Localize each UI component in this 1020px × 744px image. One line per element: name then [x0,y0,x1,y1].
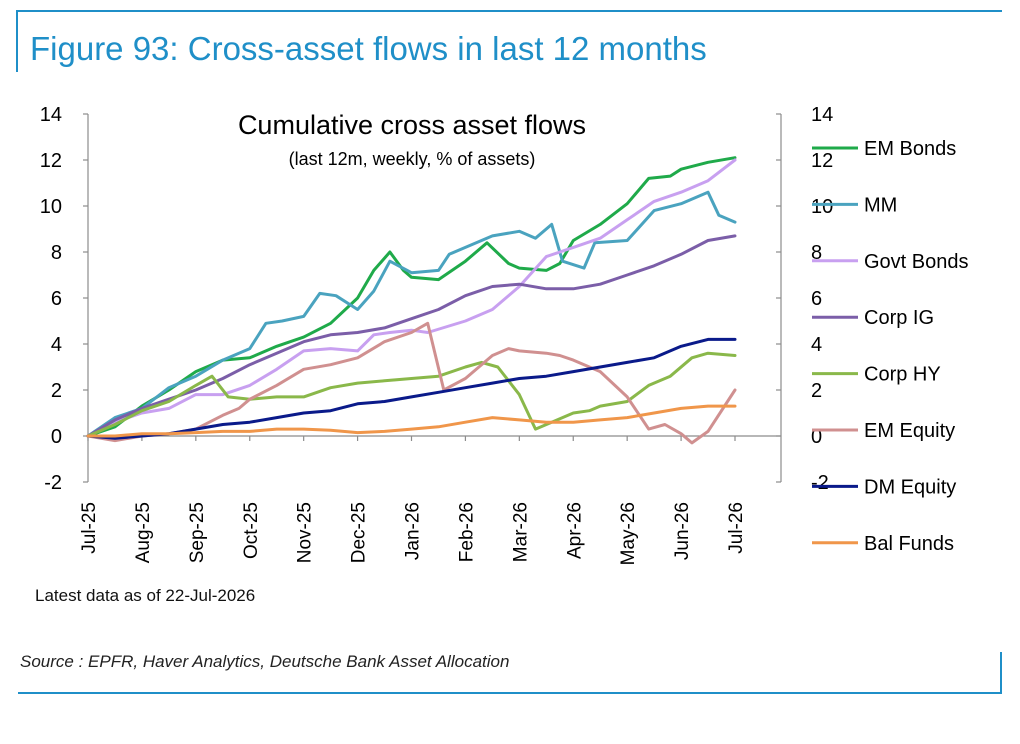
legend-label: DM Equity [864,476,956,498]
y-tick-label-left: 12 [40,150,62,172]
legend-label: EM Bonds [864,138,956,160]
y-tick-label-left: 6 [51,288,62,310]
series-line [86,351,737,438]
legend-label: Corp HY [864,364,941,386]
legend-label: EM Equity [864,420,955,442]
y-tick-label-right: 10 [811,196,833,218]
frame-bottom-rule [18,692,1002,694]
y-tick-label-left: 14 [40,104,62,126]
frame-left-rule [16,10,18,72]
y-tick-label-left: 0 [51,426,62,448]
plot-area [86,156,737,445]
y-tick-label-right: 0 [811,426,822,448]
y-tick-label-right: 14 [811,104,833,126]
x-tick-label: Feb-26 [456,502,477,562]
y-tick-label-right: 2 [811,380,822,402]
x-tick-label: Nov-25 [295,502,316,563]
legend: EM Bonds MM Govt Bonds Corp IG Corp HY EM Equ… [812,138,969,555]
legend-label: Corp IG [864,307,934,329]
legend-label: MM [864,194,897,216]
series-line [86,158,737,438]
axes-group: -2 -2 0 0 2 2 4 4 6 6 8 8 10 10 12 12 14 14 Jul-25 Aug-25 Se… [40,104,834,565]
series-line [86,337,737,440]
figure-title: Figure 93: Cross-asset flows in last 12 … [30,30,707,67]
x-tick-label: Oct-25 [241,502,262,559]
y-tick-label-left: 2 [51,380,62,402]
series-line [86,190,737,438]
y-tick-label-right: 4 [811,334,822,356]
x-tick-label: Apr-26 [564,502,585,559]
series-line [86,404,737,438]
y-tick-label-left: 10 [40,196,62,218]
y-tick-label-left: 8 [51,242,62,264]
series-line [86,234,737,438]
y-tick-label-right: 8 [811,242,822,264]
y-tick-label-right: -2 [811,472,829,494]
legend-label: Bal Funds [864,533,954,555]
x-tick-label: Sep-25 [187,502,208,563]
x-tick-label: Jan-26 [403,502,424,560]
y-tick-label-right: 12 [811,150,833,172]
y-tick-label-left: -2 [44,472,62,494]
line-chart: Cumulative cross asset flows (last 12m, … [40,104,969,565]
x-tick-label: Jun-26 [672,502,693,560]
frame-top-rule [18,10,1002,12]
latest-data-note: Latest data as of 22-Jul-2026 [35,586,256,605]
x-tick-label: Dec-25 [349,502,370,563]
x-tick-label: Aug-25 [133,502,154,563]
x-tick-label: May-26 [618,502,639,565]
y-tick-label-right: 6 [811,288,822,310]
frame-right-rule [1000,652,1002,694]
legend-label: Govt Bonds [864,251,969,273]
chart-title: Cumulative cross asset flows [238,110,586,140]
x-tick-label: Mar-26 [510,502,531,562]
chart-subtitle: (last 12m, weekly, % of assets) [289,149,536,169]
x-tick-label: Jul-26 [726,502,747,554]
source-note: Source : EPFR, Haver Analytics, Deutsche… [20,652,510,671]
y-tick-label-left: 4 [51,334,62,356]
series-line [86,321,737,445]
x-tick-label: Jul-25 [79,502,100,554]
